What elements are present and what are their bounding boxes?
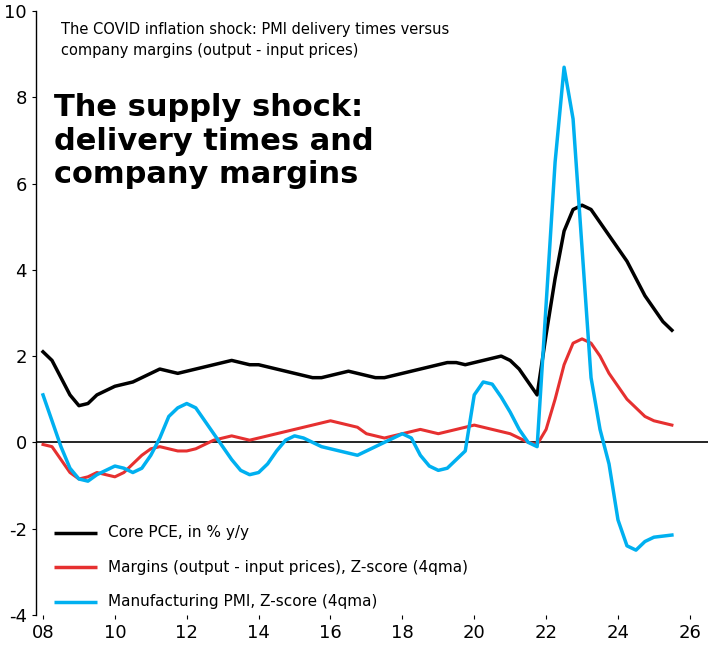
Text: Core PCE, in % y/y: Core PCE, in % y/y	[108, 525, 248, 541]
Text: The supply shock:
delivery times and
company margins: The supply shock: delivery times and com…	[54, 93, 373, 189]
Text: Manufacturing PMI, Z-score (4qma): Manufacturing PMI, Z-score (4qma)	[108, 594, 377, 609]
Text: Margins (output - input prices), Z-score (4qma): Margins (output - input prices), Z-score…	[108, 560, 468, 575]
Text: The COVID inflation shock: PMI delivery times versus
company margins (output - i: The COVID inflation shock: PMI delivery …	[61, 22, 449, 58]
